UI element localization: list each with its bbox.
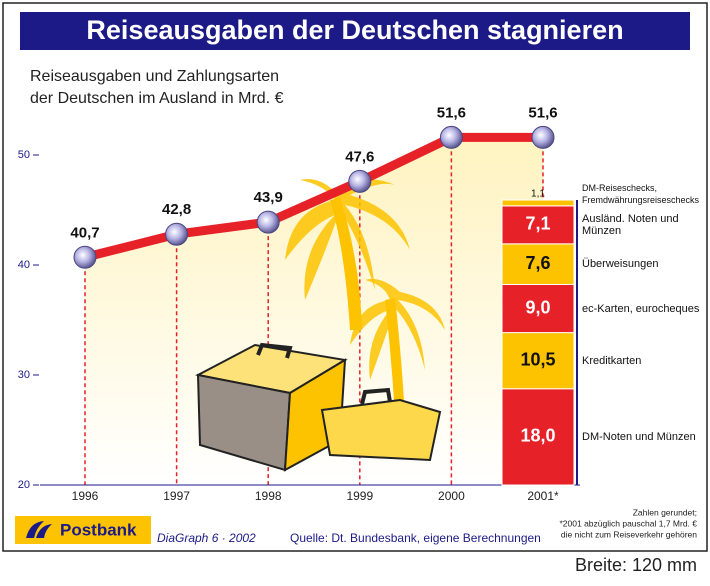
suitcase-handle [256, 342, 293, 359]
data-label: 7,6 [525, 253, 550, 273]
logo-box [15, 516, 151, 544]
data-label: 18,0 [520, 426, 555, 446]
x-tick-label: 1996 [72, 489, 99, 503]
legend-label: DM-Reiseschecks, Fremdwährungsreiseschec… [582, 183, 700, 205]
y-tick-label: 20 [18, 479, 30, 491]
bar-segment [501, 388, 575, 486]
chart-title: Reiseausgaben der Deutschen stagnieren [86, 15, 623, 45]
x-tick-label: 1997 [163, 489, 190, 503]
subtitle: der Deutschen im Ausland in Mrd. € [30, 90, 284, 107]
bag [320, 398, 442, 462]
note: die nicht zum Reiseverkehr gehören [561, 529, 697, 539]
data-label: 7,1 [525, 214, 550, 234]
legend-label: Ausländ. Noten und Münzen [582, 212, 679, 237]
palm-trunk [385, 298, 405, 420]
data-label: 42,8 [162, 201, 191, 218]
subtitle: Reiseausgaben und Zahlungsarten [30, 68, 279, 85]
frame [2, 2, 708, 552]
point [531, 125, 555, 149]
point [73, 245, 97, 269]
point [256, 210, 280, 234]
y-tick-label: 30 [18, 369, 30, 381]
x-tick-label: 1998 [255, 489, 282, 503]
note: Zahlen gerundet; [633, 507, 697, 517]
bag-handle [360, 387, 392, 405]
note: *2001 abzüglich pauschal 1,7 Mrd. € [559, 518, 697, 528]
point [439, 125, 463, 149]
bar-segment [501, 283, 575, 334]
data-label: 51,6 [528, 104, 557, 121]
logo-mark [26, 521, 52, 538]
data-label: 10,5 [520, 349, 555, 369]
y-tick-label: 50 [18, 149, 30, 161]
x-tick-label: 1999 [346, 489, 373, 503]
palm-leaves [350, 278, 445, 380]
palm-leaves [285, 179, 410, 300]
data-label: 47,6 [345, 148, 374, 165]
bar-segment [501, 205, 575, 245]
data-label: 40,7 [70, 224, 99, 241]
line [83, 132, 543, 262]
point [165, 222, 189, 246]
illustration [195, 179, 445, 472]
x-tick-label: 2000 [438, 489, 465, 503]
bar-segment [501, 199, 575, 207]
size-note: Breite: 120 mm [575, 555, 697, 575]
legend-label: Überweisungen [582, 258, 659, 271]
title-bar [20, 12, 690, 50]
x-tick-label: 2001* [527, 489, 559, 503]
credit: DiaGraph 6 · 2002 [157, 531, 256, 545]
y-tick-label: 40 [18, 259, 30, 271]
data-label: 1,1 [531, 189, 545, 200]
legend-label: ec-Karten, eurocheques [582, 302, 700, 315]
data-label: 9,0 [525, 297, 550, 317]
data-label: 43,9 [254, 189, 283, 206]
source: Quelle: Dt. Bundesbank, eigene Berechnun… [290, 531, 541, 545]
logo-text: Postbank [60, 520, 137, 539]
legend-label: Kreditkarten [582, 354, 642, 367]
legend-label: DM-Noten und Münzen [582, 430, 696, 443]
data-label: 51,6 [437, 104, 466, 121]
bar-segment [501, 332, 575, 390]
palm-trunk [330, 198, 362, 330]
point [348, 169, 372, 193]
